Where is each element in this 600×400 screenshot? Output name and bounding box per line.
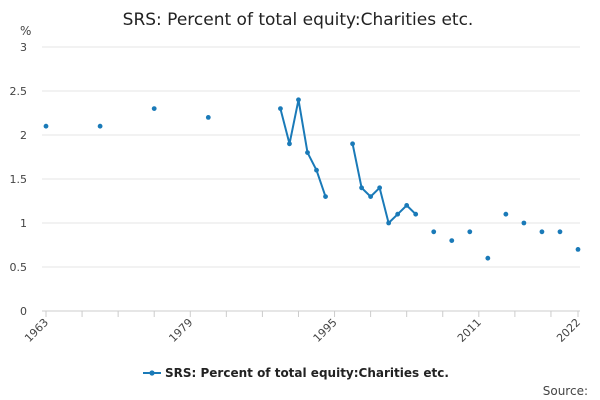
data-point[interactable] — [205, 115, 211, 120]
gridlines — [42, 46, 580, 268]
data-point[interactable] — [575, 247, 581, 252]
y-axis-ticks: 0 0.5 1 1.5 2 2.5 3 — [10, 41, 28, 318]
data-point[interactable] — [539, 229, 545, 235]
data-point[interactable] — [377, 185, 383, 191]
x-tick-label: 2022 — [554, 316, 583, 345]
data-point[interactable] — [278, 106, 283, 111]
x-tick-label: 1995 — [311, 316, 340, 345]
y-axis-unit-label: % — [20, 24, 31, 38]
data-point[interactable] — [395, 211, 401, 217]
y-tick-label: 0 — [20, 305, 27, 318]
chart-title: SRS: Percent of total equity:Charities e… — [123, 10, 474, 30]
y-tick-label: 0.5 — [10, 261, 28, 274]
legend-label: SRS: Percent of total equity:Charities e… — [165, 366, 449, 380]
legend-swatch-marker — [149, 370, 155, 376]
data-point[interactable] — [368, 194, 374, 200]
data-point[interactable] — [503, 211, 509, 217]
data-point[interactable] — [386, 220, 392, 226]
y-tick-label: 2.5 — [10, 85, 28, 98]
data-point[interactable] — [521, 220, 527, 226]
series-line — [279, 98, 417, 224]
data-point[interactable] — [296, 97, 301, 103]
series-segment — [351, 143, 417, 224]
x-tick-label: 1963 — [22, 316, 51, 345]
data-point[interactable] — [467, 229, 473, 235]
data-point[interactable] — [557, 229, 563, 235]
data-point[interactable] — [305, 150, 310, 156]
data-point[interactable] — [43, 123, 49, 129]
y-tick-label: 3 — [20, 41, 27, 54]
data-point[interactable] — [431, 229, 437, 235]
series-points — [43, 97, 581, 261]
data-point[interactable] — [404, 203, 410, 208]
data-point[interactable] — [350, 141, 355, 147]
data-point[interactable] — [151, 106, 157, 111]
data-point[interactable] — [413, 211, 419, 217]
y-tick-label: 1 — [20, 217, 27, 230]
legend[interactable]: SRS: Percent of total equity:Charities e… — [143, 366, 449, 380]
y-tick-label: 1.5 — [10, 173, 28, 186]
data-point[interactable] — [97, 123, 103, 129]
data-point[interactable] — [449, 238, 455, 244]
data-point[interactable] — [314, 167, 319, 173]
data-point[interactable] — [287, 141, 292, 147]
x-tick-label: 2011 — [455, 316, 484, 345]
data-point[interactable] — [485, 255, 491, 261]
source-label: Source: — [543, 384, 588, 398]
data-point[interactable] — [359, 185, 364, 191]
x-tick-label: 1979 — [166, 316, 195, 345]
x-axis-ticks: 1963 1979 1995 2011 2022 — [22, 311, 583, 345]
series-segment — [279, 98, 327, 197]
y-tick-label: 2 — [20, 129, 27, 142]
data-point[interactable] — [323, 194, 328, 200]
